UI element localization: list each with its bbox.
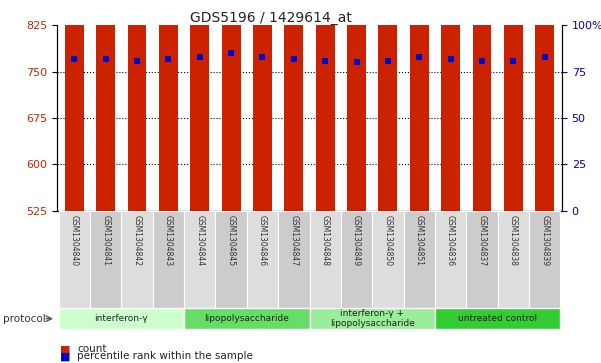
- Bar: [379, 0, 397, 211]
- Text: lipopolysaccharide: lipopolysaccharide: [204, 314, 289, 323]
- Text: GSM1304850: GSM1304850: [383, 215, 392, 266]
- Bar: [65, 0, 84, 211]
- Bar: [59, 211, 90, 309]
- Bar: [184, 308, 310, 329]
- Text: interferon-γ +
lipopolysaccharide: interferon-γ + lipopolysaccharide: [330, 309, 415, 328]
- Text: GSM1304848: GSM1304848: [321, 215, 330, 266]
- Bar: [316, 0, 335, 211]
- Bar: [341, 211, 372, 309]
- Bar: [310, 308, 435, 329]
- Bar: [284, 0, 304, 211]
- Bar: [404, 211, 435, 309]
- Bar: [435, 211, 466, 309]
- Text: GSM1304842: GSM1304842: [133, 215, 142, 266]
- Text: interferon-γ: interferon-γ: [94, 314, 148, 323]
- Bar: [498, 211, 529, 309]
- Text: GSM1304847: GSM1304847: [289, 215, 298, 266]
- Text: GSM1304851: GSM1304851: [415, 215, 424, 266]
- Text: GSM1304836: GSM1304836: [446, 215, 455, 266]
- Text: untreated control: untreated control: [458, 314, 537, 323]
- Text: GSM1304844: GSM1304844: [195, 215, 204, 266]
- Text: percentile rank within the sample: percentile rank within the sample: [77, 351, 253, 362]
- Bar: [159, 0, 178, 211]
- Bar: [121, 211, 153, 309]
- Bar: [372, 211, 404, 309]
- Bar: [347, 0, 366, 211]
- Text: GSM1304846: GSM1304846: [258, 215, 267, 266]
- Text: protocol: protocol: [3, 314, 46, 324]
- Bar: [441, 0, 460, 211]
- Text: ■: ■: [60, 344, 70, 354]
- Bar: [504, 0, 523, 211]
- Bar: [472, 0, 492, 211]
- Bar: [96, 0, 115, 211]
- Bar: [153, 211, 184, 309]
- Bar: [222, 0, 240, 211]
- Bar: [59, 308, 184, 329]
- Text: GDS5196 / 1429614_at: GDS5196 / 1429614_at: [189, 11, 352, 25]
- Text: GSM1304838: GSM1304838: [509, 215, 518, 266]
- Bar: [310, 211, 341, 309]
- Bar: [191, 0, 209, 211]
- Bar: [529, 211, 560, 309]
- Text: GSM1304837: GSM1304837: [477, 215, 486, 266]
- Bar: [184, 211, 215, 309]
- Bar: [466, 211, 498, 309]
- Bar: [247, 211, 278, 309]
- Bar: [127, 0, 147, 211]
- Bar: [90, 211, 121, 309]
- Bar: [410, 0, 429, 211]
- Text: GSM1304845: GSM1304845: [227, 215, 236, 266]
- Bar: [278, 211, 310, 309]
- Text: GSM1304841: GSM1304841: [101, 215, 110, 266]
- Text: GSM1304849: GSM1304849: [352, 215, 361, 266]
- Text: count: count: [77, 344, 106, 354]
- Bar: [253, 0, 272, 211]
- Bar: [535, 0, 554, 211]
- Bar: [215, 211, 247, 309]
- Bar: [435, 308, 560, 329]
- Text: GSM1304840: GSM1304840: [70, 215, 79, 266]
- Text: GSM1304843: GSM1304843: [164, 215, 173, 266]
- Text: GSM1304839: GSM1304839: [540, 215, 549, 266]
- Text: ■: ■: [60, 351, 70, 362]
